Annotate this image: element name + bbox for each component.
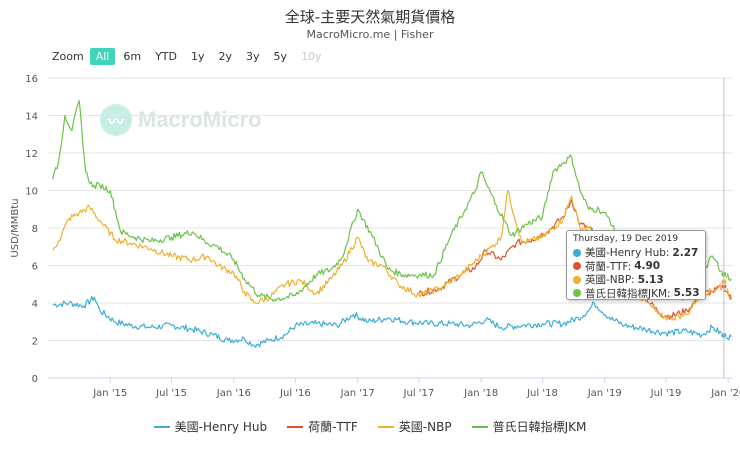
y-tick-label: 6 [32,262,38,273]
x-tick-label: Jan '17 [340,388,375,399]
tooltip-value: 5.53 [673,287,700,300]
x-axis: Jan '15 Jul '15 Jan '16 Jul '16 Jan '17 Jul '… [48,377,740,399]
tooltip-row-jkm: 普氏日韓指標JKM: 5.53 [573,287,700,301]
legend-item-nbp[interactable]: 英國-NBP [377,418,452,435]
legend-item-jkm[interactable]: 普氏日韓指標JKM [471,418,587,435]
x-tick-label: Jan '20 [710,388,740,399]
macromicro-watermark: 〰 MacroMicro [100,104,261,136]
x-tick-label: Jul '17 [403,388,435,399]
chart-title: 全球-主要天然氣期貨價格 [284,8,456,26]
zoom-1y-button[interactable]: 1y [191,50,205,63]
tooltip-label: 美國-Henry Hub: [585,247,670,260]
tooltip-label: 英國-NBP: [585,274,635,287]
data-tooltip: Thursday, 19 Dec 2019 美國-Henry Hub: 2.27… [566,230,706,300]
zoom-controls: Zoom All 6m YTD 1y 2y 3y 5y 10y [52,48,330,65]
jkm-dot-icon [573,289,581,298]
tooltip-label: 荷蘭-TTF: [585,260,632,273]
series-line [52,295,732,348]
tooltip-row-ttf: 荷蘭-TTF: 4.90 [573,260,699,274]
x-tick-label: Jan '15 [92,388,127,399]
ttf-swatch-icon [287,425,304,428]
macromicro-logo-icon: 〰 [100,104,132,136]
zoom-label: Zoom [52,50,84,63]
y-tick-label: 8 [32,224,38,235]
tooltip-value: 2.27 [672,246,699,259]
chart-legend: 美國-Henry Hub 荷蘭-TTF 英國-NBP 普氏日韓指標JKM [0,418,740,435]
y-gridlines [48,77,733,379]
henry-hub-swatch-icon [153,425,170,428]
tooltip-row-nbp: 英國-NBP: 5.13 [573,273,699,287]
y-axis-label: USD/MMBtu [10,198,21,257]
zoom-6m-button[interactable]: 6m [123,50,142,63]
zoom-10y-button: 10y [301,50,322,63]
zoom-ytd-button[interactable]: YTD [155,50,177,63]
legend-item-ttf[interactable]: 荷蘭-TTF [287,418,358,435]
series-lines [52,99,732,348]
x-tick-label: Jul '18 [526,388,558,399]
y-tick-label: 14 [25,112,38,123]
y-tick-label: 16 [25,74,38,85]
ttf-dot-icon [573,262,581,271]
jkm-swatch-icon [471,425,488,428]
zoom-5y-button[interactable]: 5y [273,50,288,63]
watermark-text: MacroMicro [138,107,262,132]
x-tick-label: Jan '19 [587,388,622,399]
zoom-3y-button[interactable]: 3y [246,50,260,63]
zoom-all-button[interactable]: All [89,48,116,65]
y-tick-label: 0 [32,374,38,385]
henry-hub-dot-icon [573,248,581,257]
chart-subtitle: MacroMicro.me | Fisher [306,28,434,41]
x-tick-label: Jan '16 [216,388,251,399]
tooltip-label: 普氏日韓指標JKM: [585,287,671,300]
legend-label: 荷蘭-TTF [308,420,358,434]
nbp-swatch-icon [377,425,394,428]
zoom-2y-button[interactable]: 2y [218,50,233,63]
legend-item-henry-hub[interactable]: 美國-Henry Hub [153,418,268,435]
x-tick-label: Jul '15 [155,388,187,399]
y-tick-label: 2 [32,337,38,348]
nbp-dot-icon [573,275,581,284]
x-tick-label: Jan '18 [463,388,498,399]
legend-label: 普氏日韓指標JKM [492,420,587,434]
tooltip-row-henry-hub: 美國-Henry Hub: 2.27 [573,246,699,260]
y-tick-label: 10 [25,187,38,198]
legend-label: 美國-Henry Hub [174,420,268,434]
y-tick-label: 4 [32,299,38,310]
tooltip-value: 5.13 [637,273,664,286]
y-tick-label: 12 [25,149,38,160]
x-tick-label: Jul '19 [650,388,682,399]
x-tick-label: Jul '16 [279,388,311,399]
tooltip-date: Thursday, 19 Dec 2019 [573,234,679,244]
tooltip-value: 4.90 [634,260,661,273]
y-axis: 0 2 4 6 8 10 12 14 16 USD/MMBtu [10,74,38,385]
legend-label: 英國-NBP [398,420,452,434]
